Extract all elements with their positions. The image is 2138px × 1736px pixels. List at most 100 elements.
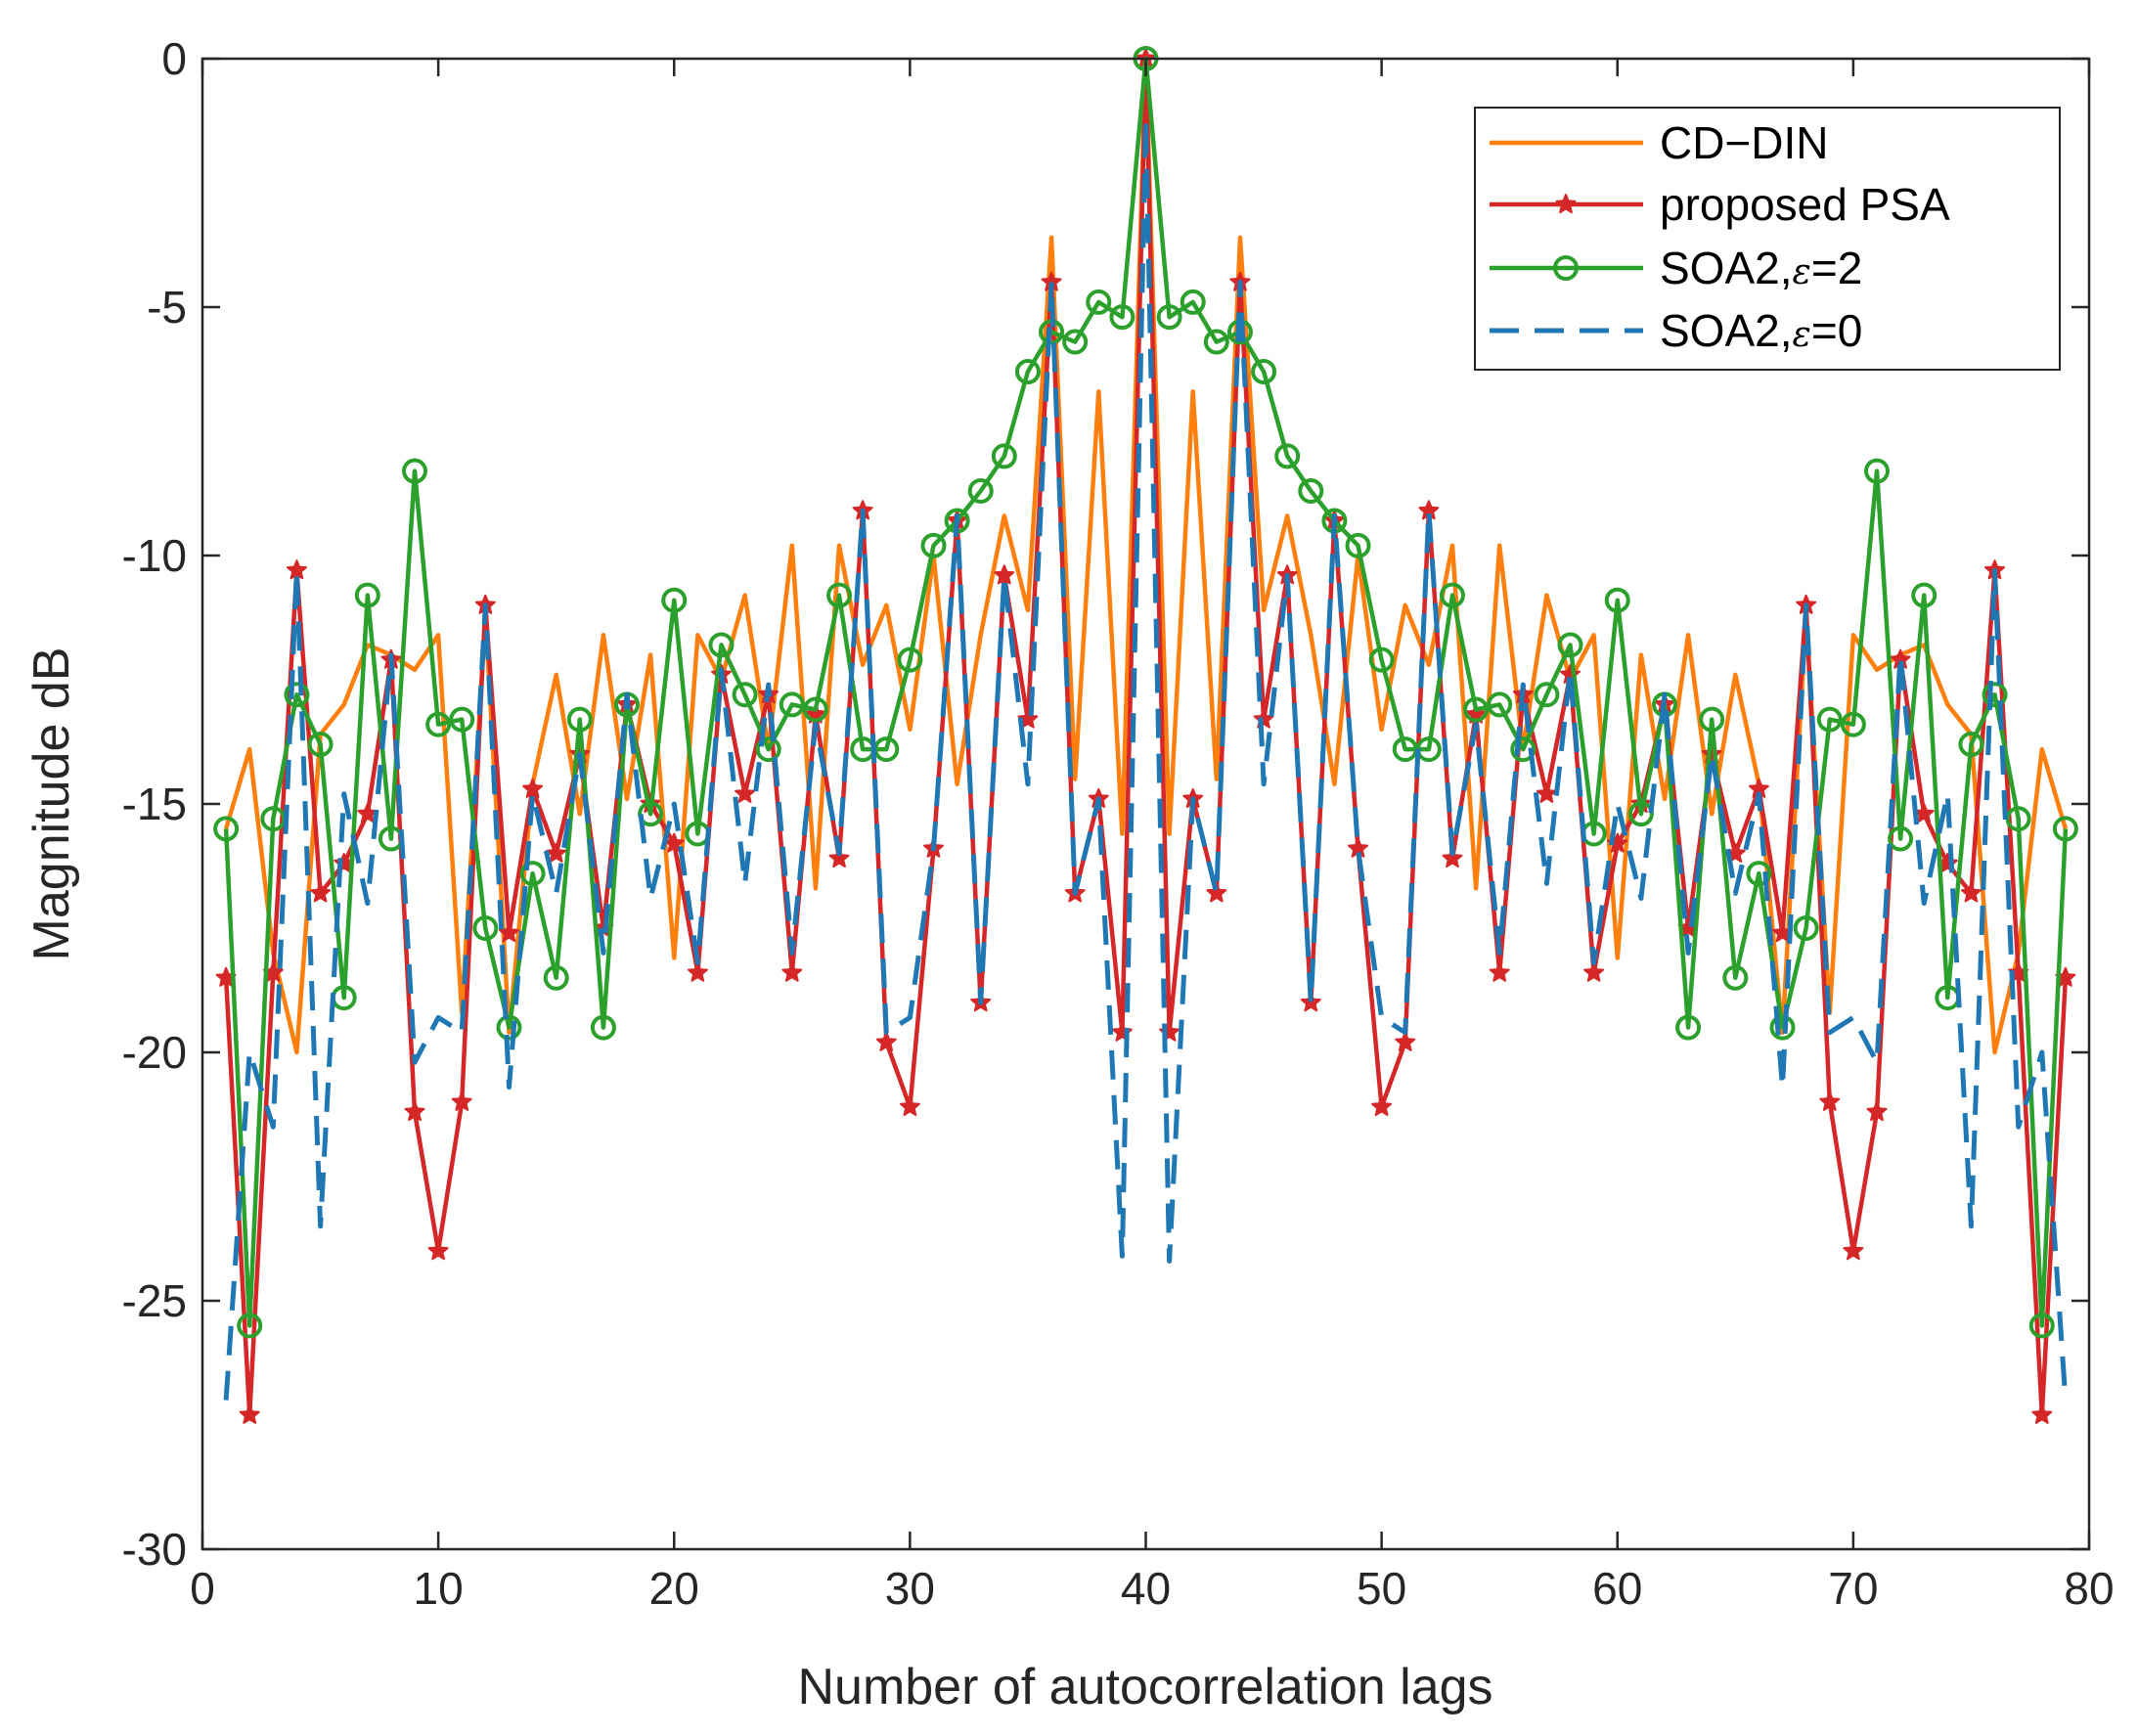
data-point <box>286 559 307 580</box>
data-point <box>499 922 519 943</box>
data-point <box>802 696 828 723</box>
legend-label: CD−DIN <box>1660 117 1829 168</box>
data-point <box>1017 708 1039 729</box>
y-tick-label: -15 <box>122 779 187 829</box>
x-ticks: 0 10 20 30 40 50 60 70 80 <box>190 59 2115 1614</box>
data-point <box>1627 801 1654 827</box>
data-point <box>354 582 380 608</box>
data-point <box>1062 329 1089 355</box>
data-point <box>1840 711 1866 737</box>
y-tick-label: -25 <box>122 1275 187 1326</box>
y-tick-label: 0 <box>161 33 187 84</box>
data-point <box>1510 736 1537 763</box>
data-point <box>590 1014 616 1041</box>
data-point <box>1251 359 1277 385</box>
data-point <box>735 782 756 803</box>
legend-marker <box>1555 194 1577 214</box>
data-point <box>237 1313 263 1339</box>
data-point <box>522 778 544 798</box>
data-point <box>1439 582 1465 608</box>
data-point <box>1583 961 1605 982</box>
data-point <box>1536 782 1557 803</box>
y-axis-title: Magnitude dB <box>23 647 80 961</box>
data-point <box>1982 682 2008 708</box>
data-point <box>781 961 803 982</box>
data-point <box>284 682 310 708</box>
data-point <box>449 706 475 733</box>
y-tick-label: -30 <box>122 1524 187 1575</box>
data-point <box>425 711 452 737</box>
data-point <box>546 842 567 863</box>
legend-label: SOA2,ε=2 <box>1660 243 1862 293</box>
data-point <box>897 646 923 673</box>
data-point <box>1888 825 1914 852</box>
data-point <box>779 691 805 718</box>
data-point <box>2031 1403 2053 1424</box>
data-point <box>310 882 332 903</box>
data-point <box>1863 458 1890 484</box>
data-point <box>213 816 240 842</box>
data-point <box>2028 1313 2055 1339</box>
data-point <box>1675 1014 1702 1041</box>
data-point <box>519 861 546 887</box>
x-tick-label: 10 <box>414 1563 464 1614</box>
data-point <box>708 632 735 658</box>
data-point <box>1746 861 1772 887</box>
data-point <box>994 564 1015 585</box>
data-point <box>1368 646 1395 673</box>
data-point <box>1911 582 1938 608</box>
x-axis-title: Number of autocorrelation lags <box>797 1659 1492 1715</box>
data-point <box>1866 1101 1888 1122</box>
legend-label: proposed PSA <box>1660 179 1950 230</box>
data-point <box>1699 706 1725 733</box>
x-tick-label: 80 <box>2064 1563 2114 1614</box>
data-point <box>402 458 428 484</box>
data-point <box>307 732 334 758</box>
data-point <box>1371 1095 1393 1116</box>
data-point <box>1156 304 1182 331</box>
data-point <box>661 587 688 613</box>
data-point <box>1180 289 1206 315</box>
y-tick-label: -5 <box>147 282 187 333</box>
series-line <box>223 115 2069 1401</box>
data-point <box>1206 882 1227 903</box>
data-point <box>1793 915 1819 941</box>
data-point <box>543 964 569 991</box>
x-tick-label: 0 <box>190 1563 215 1614</box>
data-point <box>1958 732 1984 758</box>
data-point <box>920 532 947 558</box>
x-tick-label: 50 <box>1357 1563 1406 1614</box>
data-point <box>239 1403 260 1424</box>
data-point <box>1557 632 1583 658</box>
data-point <box>1463 696 1490 723</box>
data-point <box>1769 1014 1796 1041</box>
data-point <box>826 582 853 608</box>
x-tick-label: 60 <box>1592 1563 1642 1614</box>
data-point <box>638 801 664 827</box>
data-point <box>1722 964 1749 991</box>
data-point <box>1395 1031 1416 1051</box>
data-point <box>828 847 850 868</box>
data-point <box>1014 359 1041 385</box>
data-point <box>687 961 708 982</box>
data-point <box>1274 443 1301 469</box>
data-point <box>875 1031 897 1051</box>
data-point <box>2052 816 2078 842</box>
data-point <box>1843 1240 1864 1261</box>
data-point <box>1816 706 1843 733</box>
data-point <box>1604 587 1630 613</box>
y-tick-label: -20 <box>122 1027 187 1078</box>
data-point <box>1819 1091 1841 1111</box>
y-tick-label: -10 <box>122 530 187 581</box>
data-point <box>732 682 758 708</box>
data-point <box>1489 961 1510 982</box>
data-point <box>1442 847 1463 868</box>
data-point <box>1534 682 1560 708</box>
x-tick-label: 20 <box>649 1563 699 1614</box>
x-tick-label: 30 <box>885 1563 935 1614</box>
data-point <box>991 443 1017 469</box>
legend-box <box>1474 107 2061 371</box>
data-point <box>1109 304 1136 331</box>
series-3 <box>223 115 2069 1401</box>
